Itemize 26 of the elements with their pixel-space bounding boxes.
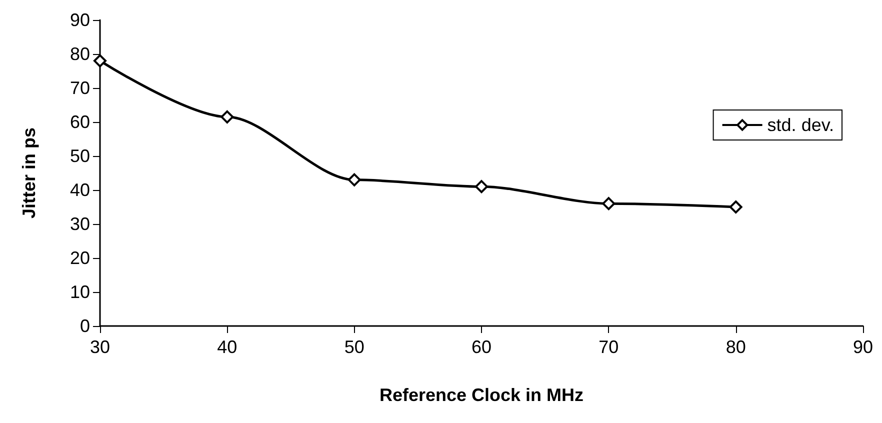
x-tick-label: 30 bbox=[90, 337, 110, 357]
point bbox=[220, 110, 234, 124]
y-tick-label: 90 bbox=[70, 10, 90, 30]
x-tick-label: 60 bbox=[471, 337, 492, 357]
point bbox=[729, 200, 742, 214]
point bbox=[475, 180, 488, 194]
y-tick-label: 10 bbox=[70, 282, 90, 302]
y-tick-label: 0 bbox=[80, 316, 90, 336]
y-tick-label: 30 bbox=[70, 214, 90, 234]
legend-label: std. dev. bbox=[767, 115, 834, 135]
x-tick-label: 80 bbox=[726, 337, 746, 357]
x-tick-label: 40 bbox=[217, 337, 238, 357]
y-axis-title: Jitter in ps bbox=[19, 127, 39, 219]
x-tick-label: 90 bbox=[852, 337, 874, 357]
point bbox=[348, 173, 361, 186]
y-tick-label: 80 bbox=[70, 44, 90, 64]
point bbox=[94, 54, 106, 68]
point bbox=[602, 197, 616, 210]
y-tick-label: 20 bbox=[70, 248, 90, 268]
y-tick-label: 40 bbox=[70, 180, 90, 200]
x-tick-label: 70 bbox=[598, 337, 619, 357]
y-tick-label: 60 bbox=[70, 112, 90, 132]
x-axis-title: Reference Clock in MHz bbox=[379, 385, 584, 405]
x-tick-label: 50 bbox=[344, 337, 364, 357]
y-tick-label: 50 bbox=[70, 146, 90, 166]
y-tick-label: 70 bbox=[70, 78, 90, 98]
